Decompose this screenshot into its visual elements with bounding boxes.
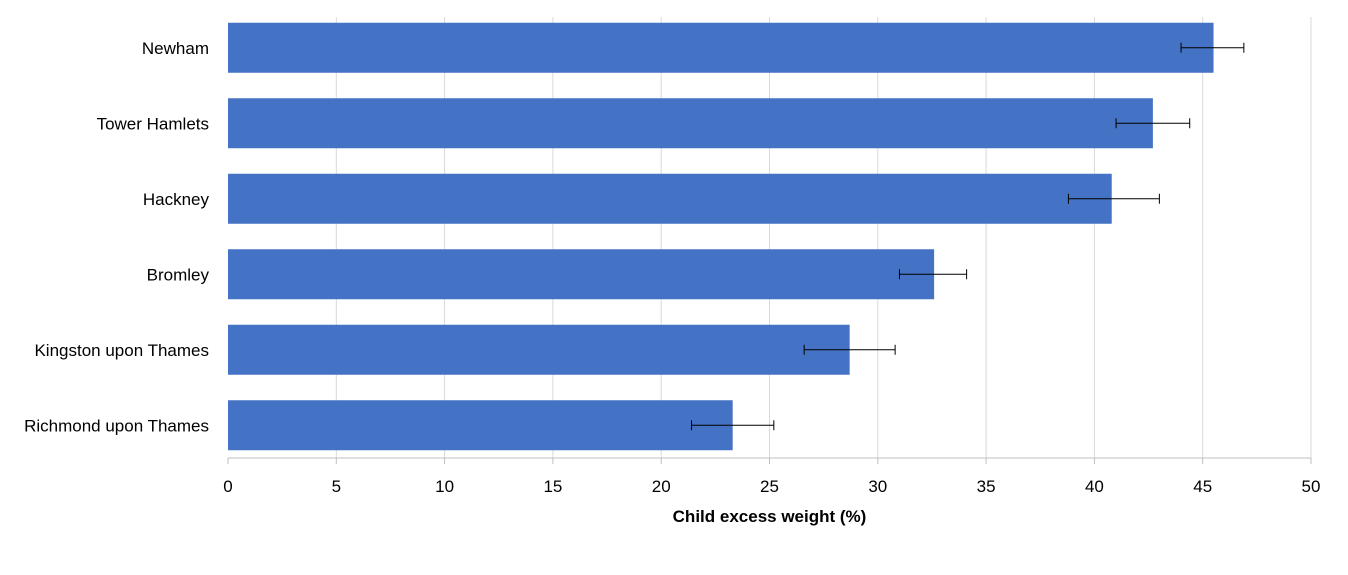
bar bbox=[228, 400, 733, 451]
category-labels: Newham Tower Hamlets Hackney Bromley Kingsto… bbox=[24, 39, 209, 436]
x-tick-label: 30 bbox=[868, 477, 887, 496]
bar bbox=[228, 249, 935, 300]
bar bbox=[228, 173, 1112, 224]
x-tick-label: 50 bbox=[1302, 477, 1321, 496]
x-tick-label: 0 bbox=[223, 477, 232, 496]
bar bbox=[228, 324, 850, 375]
x-axis bbox=[227, 457, 1312, 464]
x-tick-label: 35 bbox=[977, 477, 996, 496]
error-bars bbox=[691, 42, 1245, 431]
category-label: Richmond upon Thames bbox=[24, 416, 209, 435]
x-tick-label: 15 bbox=[543, 477, 562, 496]
x-tick-label: 20 bbox=[652, 477, 671, 496]
bar bbox=[228, 22, 1214, 73]
x-tick-label: 10 bbox=[435, 477, 454, 496]
category-label: Kingston upon Thames bbox=[34, 341, 209, 360]
category-label: Newham bbox=[142, 39, 209, 58]
x-tick-label: 40 bbox=[1085, 477, 1104, 496]
x-tick-label: 25 bbox=[760, 477, 779, 496]
bar bbox=[228, 98, 1153, 149]
bars bbox=[228, 22, 1214, 451]
category-label: Tower Hamlets bbox=[97, 114, 209, 133]
x-tick-label: 45 bbox=[1193, 477, 1212, 496]
x-tick-label: 5 bbox=[332, 477, 341, 496]
category-label: Hackney bbox=[143, 190, 210, 209]
grid bbox=[335, 17, 1312, 458]
x-tick-labels: 0 5 10 15 20 25 30 35 40 45 50 bbox=[223, 477, 1320, 496]
category-label: Bromley bbox=[147, 265, 210, 284]
x-axis-title: Child excess weight (%) bbox=[673, 507, 867, 526]
